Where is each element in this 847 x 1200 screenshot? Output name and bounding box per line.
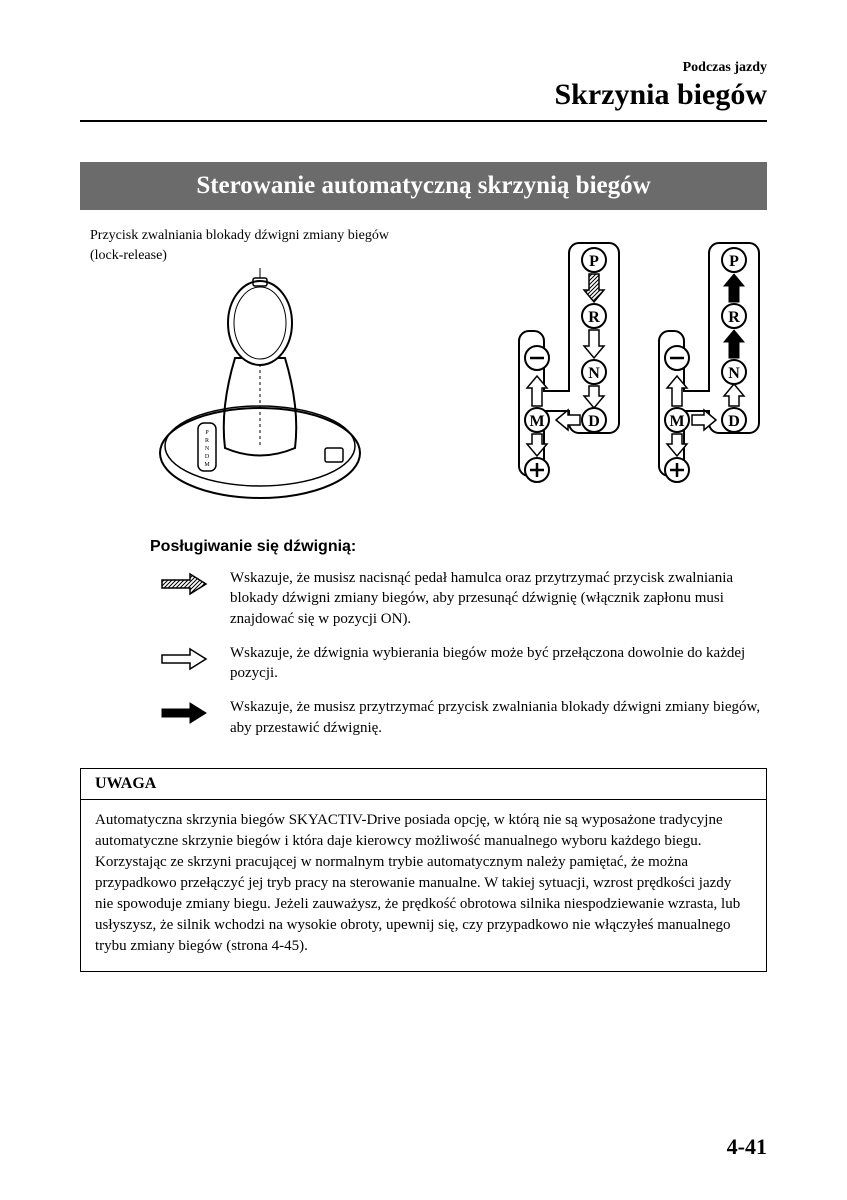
gear-lever-illustration: P R N D M [130, 268, 390, 508]
instruction-text: Wskazuje, że musisz nacisnąć pedał hamul… [220, 568, 767, 629]
gear-path-diagram-1: P R N D M [512, 238, 627, 498]
lever-caption-line2: (lock-release) [80, 248, 512, 264]
page-number: 4-41 [727, 1134, 767, 1160]
gear-d-label: D [588, 413, 600, 430]
svg-text:N: N [205, 446, 210, 452]
svg-text:P: P [729, 253, 739, 270]
header-title: Skrzynia biegów [80, 78, 767, 112]
svg-text:M: M [669, 413, 684, 430]
header-divider [80, 120, 767, 122]
svg-text:R: R [728, 309, 740, 326]
hatched-arrow-icon [150, 568, 220, 596]
header-subtitle: Podczas jazdy [80, 60, 767, 76]
svg-text:D: D [728, 413, 740, 430]
gear-m-label: M [529, 413, 544, 430]
gear-n-label: N [588, 365, 600, 382]
notice-box: UWAGA Automatyczna skrzynia biegów SKYAC… [80, 768, 767, 972]
instruction-row: Wskazuje, że musisz przytrzymać przycisk… [150, 697, 767, 738]
section-banner: Sterowanie automatyczną skrzynią biegów [80, 162, 767, 210]
instruction-row: Wskazuje, że dźwignia wybierania biegów … [150, 643, 767, 684]
instructions-block: Posługiwanie się dźwignią: Wskazuje, że … [80, 538, 767, 738]
outline-arrow-icon [150, 643, 220, 671]
gear-path-diagrams: P R N D M [512, 228, 767, 498]
svg-text:R: R [205, 438, 209, 444]
svg-text:N: N [728, 365, 740, 382]
instructions-title: Posługiwanie się dźwignią: [150, 538, 767, 556]
svg-text:D: D [205, 454, 210, 460]
gear-path-diagram-2: P R N D M [652, 238, 767, 498]
lever-diagram-block: Przycisk zwalniania blokady dźwigni zmia… [80, 228, 512, 513]
solid-arrow-icon [150, 697, 220, 725]
diagram-area: Przycisk zwalniania blokady dźwigni zmia… [80, 228, 767, 513]
instruction-text: Wskazuje, że musisz przytrzymać przycisk… [220, 697, 767, 738]
notice-body: Automatyczna skrzynia biegów SKYACTIV-Dr… [81, 800, 766, 971]
svg-text:M: M [204, 462, 210, 468]
notice-heading: UWAGA [81, 769, 766, 800]
instruction-text: Wskazuje, że dźwignia wybierania biegów … [220, 643, 767, 684]
instruction-row: Wskazuje, że musisz nacisnąć pedał hamul… [150, 568, 767, 629]
page-header: Podczas jazdy Skrzynia biegów [80, 60, 767, 112]
lever-caption-line1: Przycisk zwalniania blokady dźwigni zmia… [80, 228, 512, 244]
gear-p-label: P [589, 253, 599, 270]
gear-r-label: R [588, 309, 600, 326]
svg-text:P: P [205, 430, 209, 436]
